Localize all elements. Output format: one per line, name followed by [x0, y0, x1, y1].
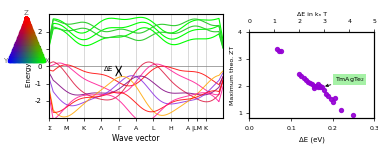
Point [327, 98, 333, 100]
Point [315, 83, 321, 86]
Point [313, 85, 319, 87]
Point [311, 87, 317, 90]
Point [298, 75, 304, 77]
Text: Z: Z [24, 10, 29, 16]
Point [350, 114, 356, 116]
Point [302, 79, 308, 82]
Y-axis label: Energy (eV): Energy (eV) [25, 46, 32, 87]
X-axis label: ΔE (eV): ΔE (eV) [299, 136, 325, 143]
Point [317, 86, 323, 88]
Text: Y: Y [3, 58, 7, 64]
Text: TmAgTe$_2$: TmAgTe$_2$ [326, 75, 365, 87]
Point [317, 85, 323, 87]
Point [325, 95, 332, 98]
Point [305, 80, 311, 83]
Text: X: X [45, 58, 50, 64]
Point [307, 82, 313, 84]
Point [321, 89, 327, 91]
Text: $\Delta$E: $\Delta$E [103, 64, 114, 73]
Point [277, 49, 284, 52]
Y-axis label: Maximum theo. ZT: Maximum theo. ZT [230, 45, 235, 105]
X-axis label: Wave vector: Wave vector [112, 134, 160, 143]
Point [301, 76, 307, 79]
Point [276, 50, 282, 52]
Point [332, 97, 338, 99]
Point [338, 109, 344, 111]
Point [273, 48, 279, 50]
Point [330, 101, 336, 103]
Point [296, 72, 302, 75]
Point [315, 86, 321, 88]
Point [311, 85, 317, 87]
Point [309, 83, 315, 86]
X-axis label: ΔE in kₙ T: ΔE in kₙ T [297, 12, 327, 17]
Point [324, 93, 330, 95]
Point [319, 86, 325, 88]
